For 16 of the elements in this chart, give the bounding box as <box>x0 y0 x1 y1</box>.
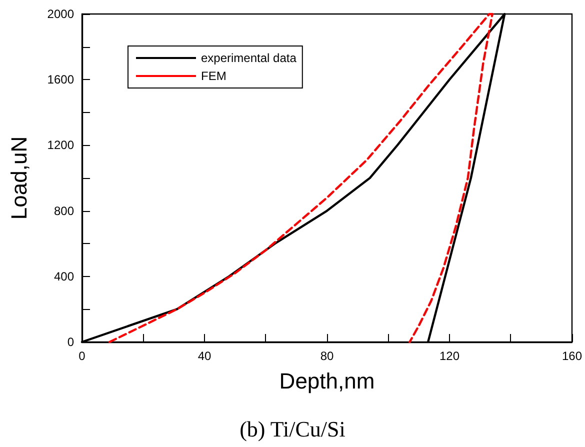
x-tick-label: 0 <box>78 349 86 363</box>
x-axis-title: Depth,nm <box>279 368 375 394</box>
y-axis-title: Load,uN <box>6 136 32 220</box>
y-tick-label: 0 <box>67 335 74 349</box>
legend-label: FEM <box>201 69 226 83</box>
x-tick-label: 160 <box>562 349 582 363</box>
y-tick-label: 2000 <box>47 7 74 21</box>
text: (b) Ti/Cu/Si <box>240 416 346 442</box>
y-tick-label: 800 <box>54 204 74 218</box>
y-tick-label: 400 <box>54 269 74 284</box>
x-tick-label: 80 <box>320 349 334 363</box>
x-tick-label: 120 <box>439 349 460 363</box>
x-tick-label: 40 <box>198 349 212 363</box>
legend-label: experimental data <box>201 51 297 65</box>
y-tick-label: 1200 <box>47 138 74 152</box>
y-tick-label: 1600 <box>47 72 74 87</box>
